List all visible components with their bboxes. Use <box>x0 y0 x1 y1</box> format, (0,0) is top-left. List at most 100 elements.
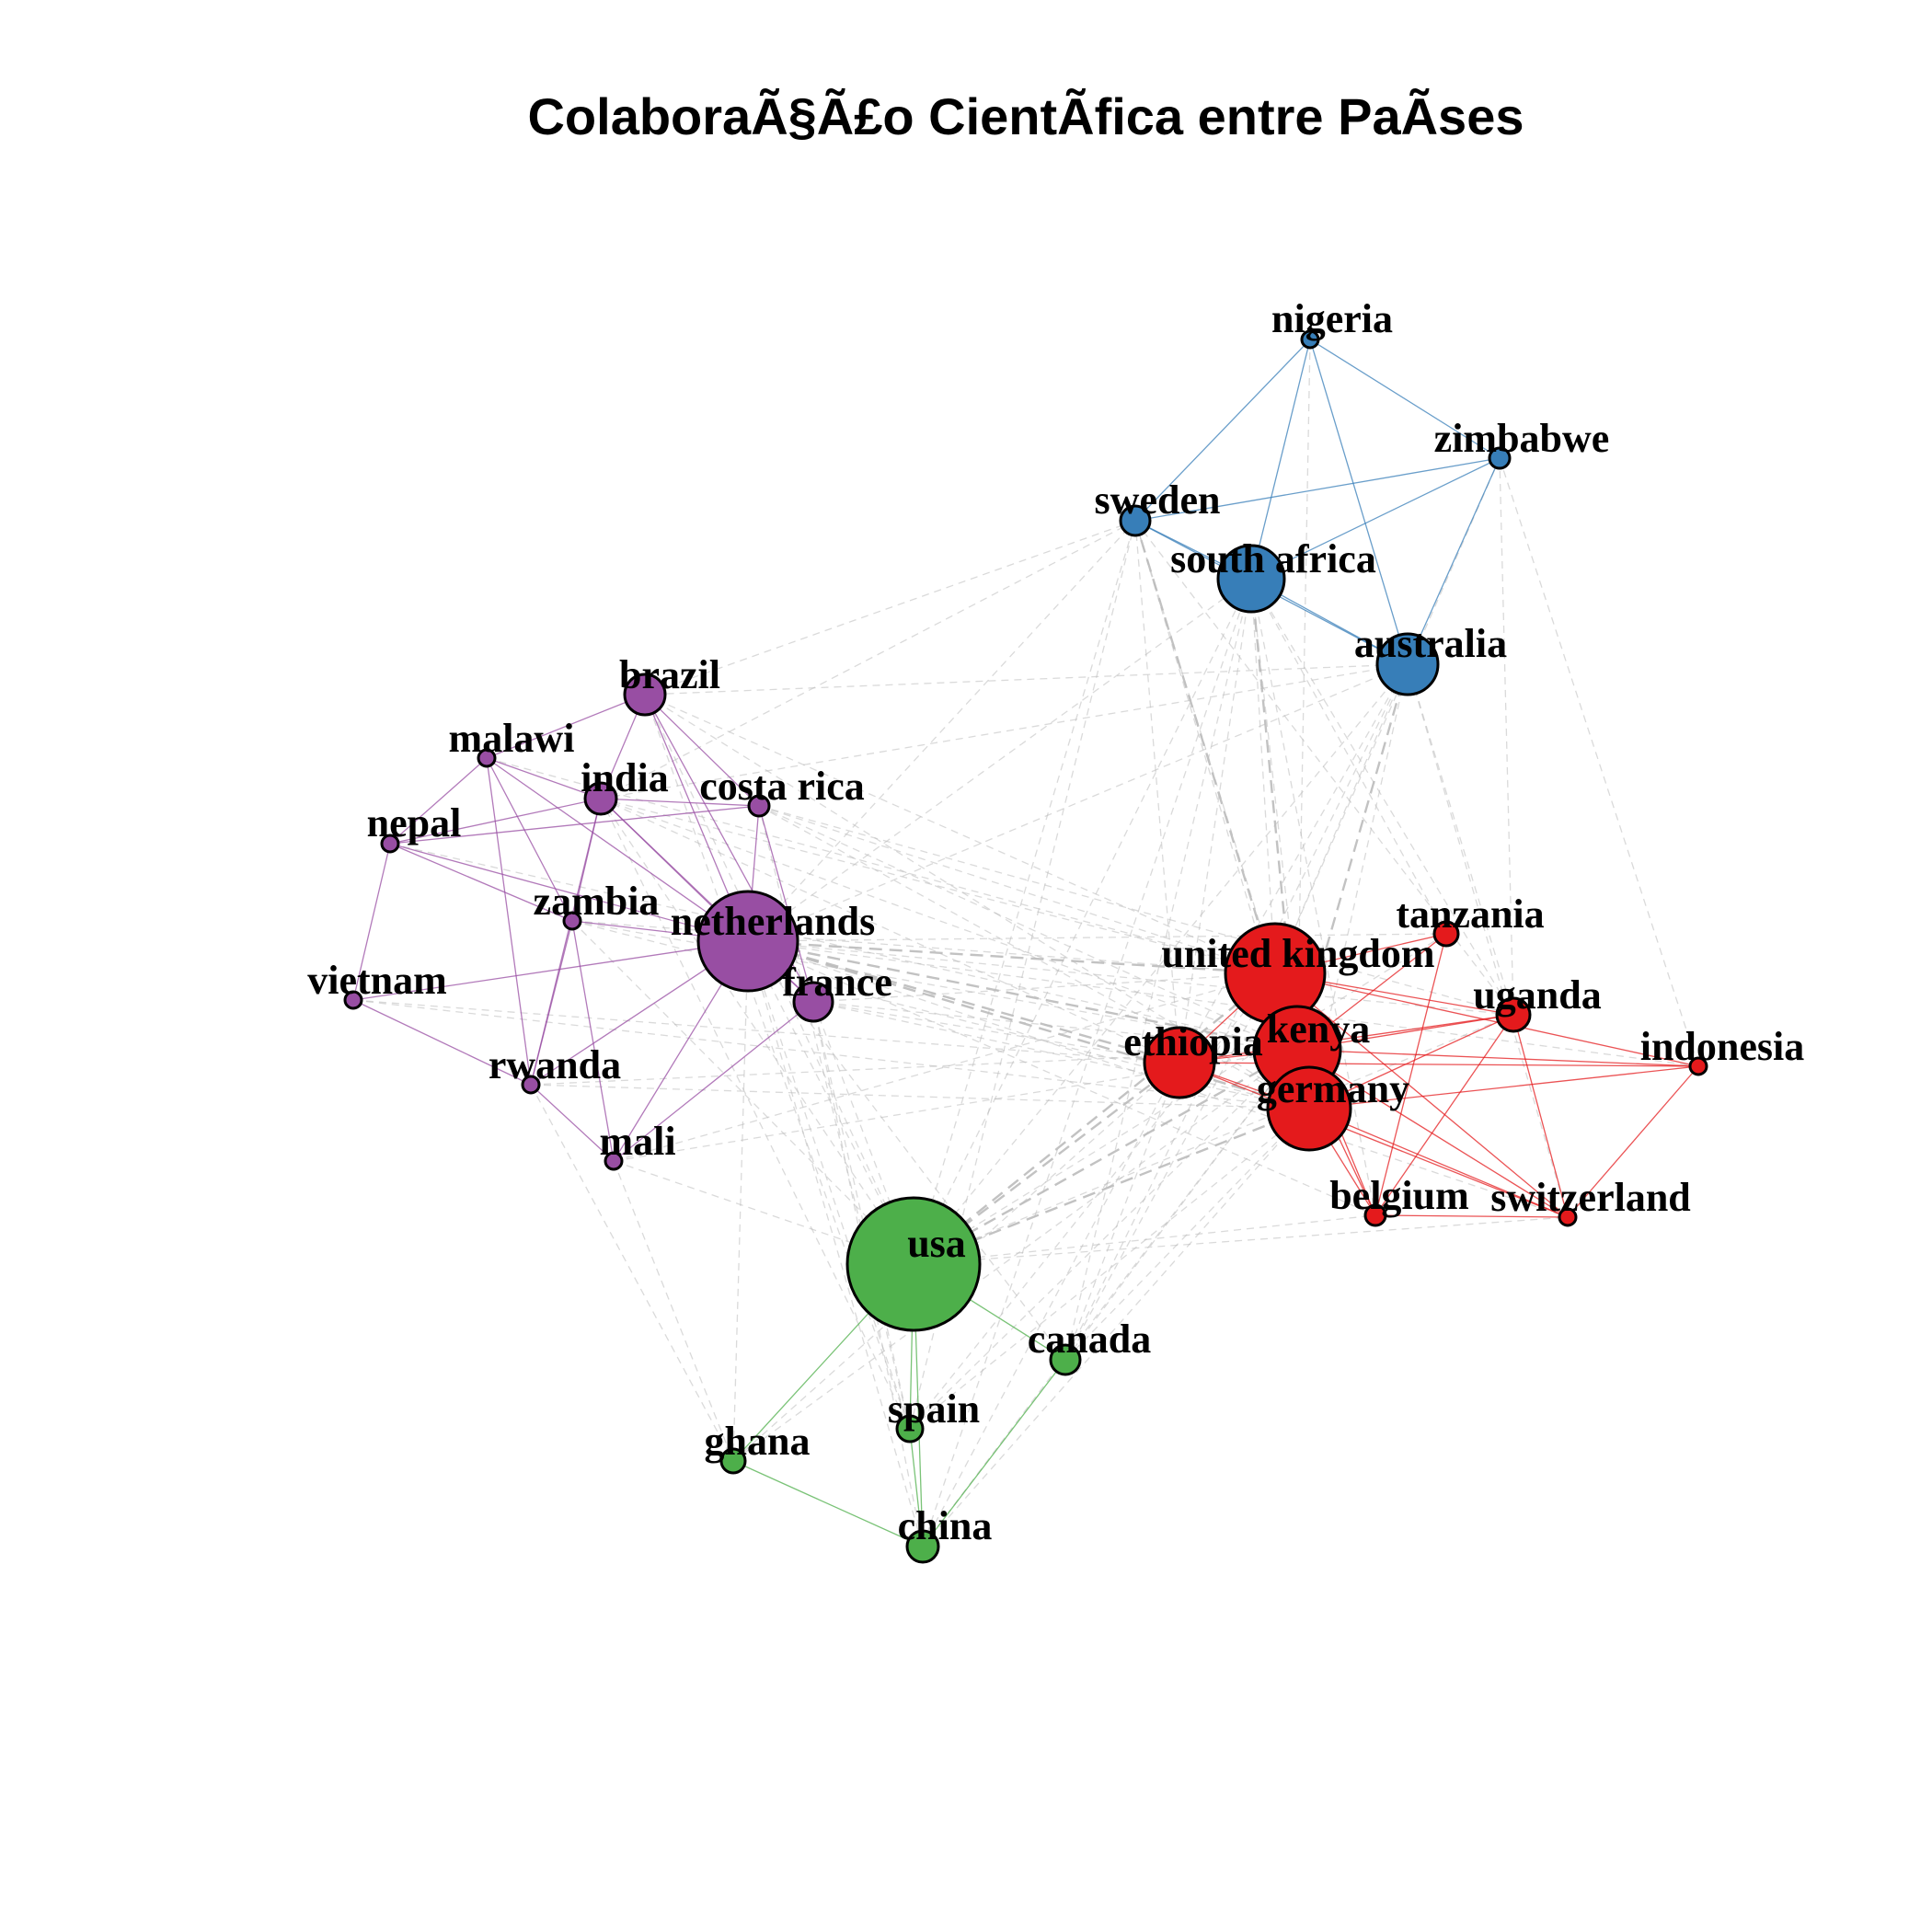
edge-usa-united_kingdom <box>913 972 1276 1265</box>
edge-nigeria-sweden <box>1134 339 1311 522</box>
edge-usa-netherlands <box>747 940 914 1265</box>
edge-brazil-costa_rica <box>644 694 760 807</box>
edge-zambia-rwanda <box>530 920 573 1086</box>
edge-uganda-belgium <box>1374 1014 1514 1216</box>
node-label-malawi: malawi <box>449 716 575 761</box>
node-label-zambia: zambia <box>534 879 660 924</box>
node-belgium <box>1363 1203 1387 1227</box>
edge-malawi-india <box>486 757 602 799</box>
node-france <box>792 981 834 1023</box>
node-label-indonesia: indonesia <box>1640 1024 1805 1069</box>
edge-brazil-malawi <box>486 694 646 759</box>
edge-india-nepal <box>389 798 602 845</box>
edge-costa_rica-uganda <box>758 805 1514 1016</box>
edge-south_africa-tanzania <box>1250 578 1447 935</box>
edge-netherlands-belgium <box>747 940 1376 1216</box>
node-label-zimbabwe: zimbabwe <box>1434 416 1610 461</box>
edge-netherlands-australia <box>747 663 1409 942</box>
node-label-rwanda: rwanda <box>489 1042 621 1087</box>
edge-sweden-kenya <box>1133 520 1299 1051</box>
edge-usa-uganda <box>913 1014 1514 1265</box>
edge-china-germany <box>922 1108 1310 1547</box>
edge-usa-ethiopia <box>913 1062 1180 1265</box>
edge-netherlands-canada <box>747 940 1066 1361</box>
edge-germany-indonesia <box>1308 1065 1699 1110</box>
node-ghana <box>719 1447 747 1475</box>
node-label-netherlands: netherlands <box>671 899 875 944</box>
edge-sweden-united_kingdom <box>1134 520 1276 974</box>
edge-zimbabwe-australia <box>1407 457 1501 665</box>
edge-rwanda-germany <box>530 1084 1310 1110</box>
edge-vietnam-rwanda <box>352 999 532 1086</box>
node-malawi <box>477 748 497 768</box>
edge-zimbabwe-indonesia <box>1499 457 1699 1067</box>
edge-vietnam-germany <box>352 999 1310 1110</box>
edge-zimbabwe-uganda <box>1499 457 1514 1016</box>
edge-sweden-ethiopia <box>1134 520 1180 1064</box>
edge-zambia-mali <box>571 920 615 1162</box>
node-costa-rica <box>747 794 771 818</box>
edge-kenya-switzerland <box>1296 1049 1569 1218</box>
edge-usa-south_africa <box>913 578 1252 1265</box>
node-label-france: france <box>782 960 892 1005</box>
edge-nigeria-kenya <box>1296 339 1311 1051</box>
edge-netherlands-tanzania <box>747 933 1447 942</box>
labels-layer: nigeria zimbabwe sweden south africa austral… <box>307 296 1804 1548</box>
chart-title: ColaboraÃ§Ã£o CientÃ­fica entre PaÃ­ses <box>527 87 1524 145</box>
edge-uganda-ethiopia <box>1179 1014 1514 1064</box>
edge-rwanda-mali <box>530 1084 615 1162</box>
edge-france-ethiopia <box>812 1001 1180 1064</box>
node-label-canada: canada <box>1028 1317 1151 1362</box>
edge-china-ethiopia <box>922 1062 1180 1547</box>
node-rwanda <box>521 1075 541 1095</box>
node-china <box>905 1529 940 1564</box>
node-label-germany: germany <box>1257 1066 1409 1111</box>
edge-belgium-switzerland <box>1374 1214 1569 1218</box>
edge-australia-switzerland <box>1407 663 1569 1218</box>
edge-malawi-rwanda <box>486 757 532 1086</box>
edge-zambia-kenya <box>571 920 1298 1051</box>
edge-usa-germany <box>913 1107 1310 1266</box>
node-nigeria <box>1300 329 1320 350</box>
edge-usa-tanzania <box>913 933 1447 1265</box>
node-india <box>583 781 618 816</box>
edge-ghana-china <box>732 1460 924 1547</box>
edge-costa_rica-kenya <box>758 805 1298 1051</box>
node-tanzania <box>1432 920 1460 948</box>
edge-australia-united_kingdom <box>1274 663 1409 974</box>
node-label-tanzania: tanzania <box>1396 891 1544 937</box>
node-netherlands <box>696 890 799 993</box>
edge-france-kenya <box>812 1001 1298 1051</box>
node-usa <box>845 1196 982 1332</box>
node-germany <box>1266 1065 1352 1152</box>
edge-zimbabwe-south_africa <box>1250 457 1501 580</box>
edge-united_kingdom-indonesia <box>1274 972 1699 1067</box>
edge-spain-china <box>909 1428 924 1547</box>
edge-sweden-india <box>600 520 1136 799</box>
edge-costa_rica-united_kingdom <box>758 805 1276 974</box>
node-zimbabwe <box>1488 446 1512 470</box>
edge-germany-switzerland <box>1308 1108 1569 1218</box>
edge-zimbabwe-sweden <box>1134 457 1501 522</box>
node-label-australia: australia <box>1354 621 1507 666</box>
edge-india-ethiopia <box>600 798 1180 1064</box>
edge-malawi-nepal <box>389 757 488 845</box>
node-brazil <box>623 673 667 717</box>
edge-zambia-united_kingdom <box>571 920 1276 974</box>
edge-netherlands-china <box>747 940 924 1547</box>
edge-usa-sweden <box>913 520 1136 1265</box>
edge-tanzania-belgium <box>1374 933 1447 1216</box>
node-vietnam <box>343 990 363 1010</box>
node-uganda <box>1495 996 1532 1033</box>
edge-mali-united_kingdom <box>613 972 1276 1162</box>
edge-south_africa-belgium <box>1250 578 1376 1216</box>
edge-nepal-vietnam <box>352 843 391 1001</box>
node-label-south-africa: south africa <box>1170 536 1376 581</box>
edge-nepal-kenya <box>389 843 1298 1051</box>
edge-china-south_africa <box>922 578 1252 1547</box>
edge-netherlands-ghana <box>732 940 749 1462</box>
edge-spain-kenya <box>909 1049 1298 1430</box>
node-label-nepal: nepal <box>367 800 462 845</box>
edge-rwanda-ghana <box>530 1084 734 1462</box>
